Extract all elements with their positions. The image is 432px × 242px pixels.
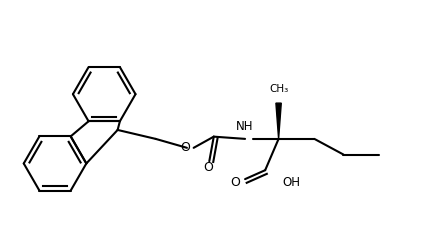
Polygon shape [276,103,281,139]
Text: OH: OH [282,176,300,189]
Text: CH₃: CH₃ [269,84,288,94]
Text: O: O [180,141,190,154]
Text: O: O [203,160,213,174]
Text: O: O [230,176,240,189]
Text: NH: NH [236,120,254,133]
